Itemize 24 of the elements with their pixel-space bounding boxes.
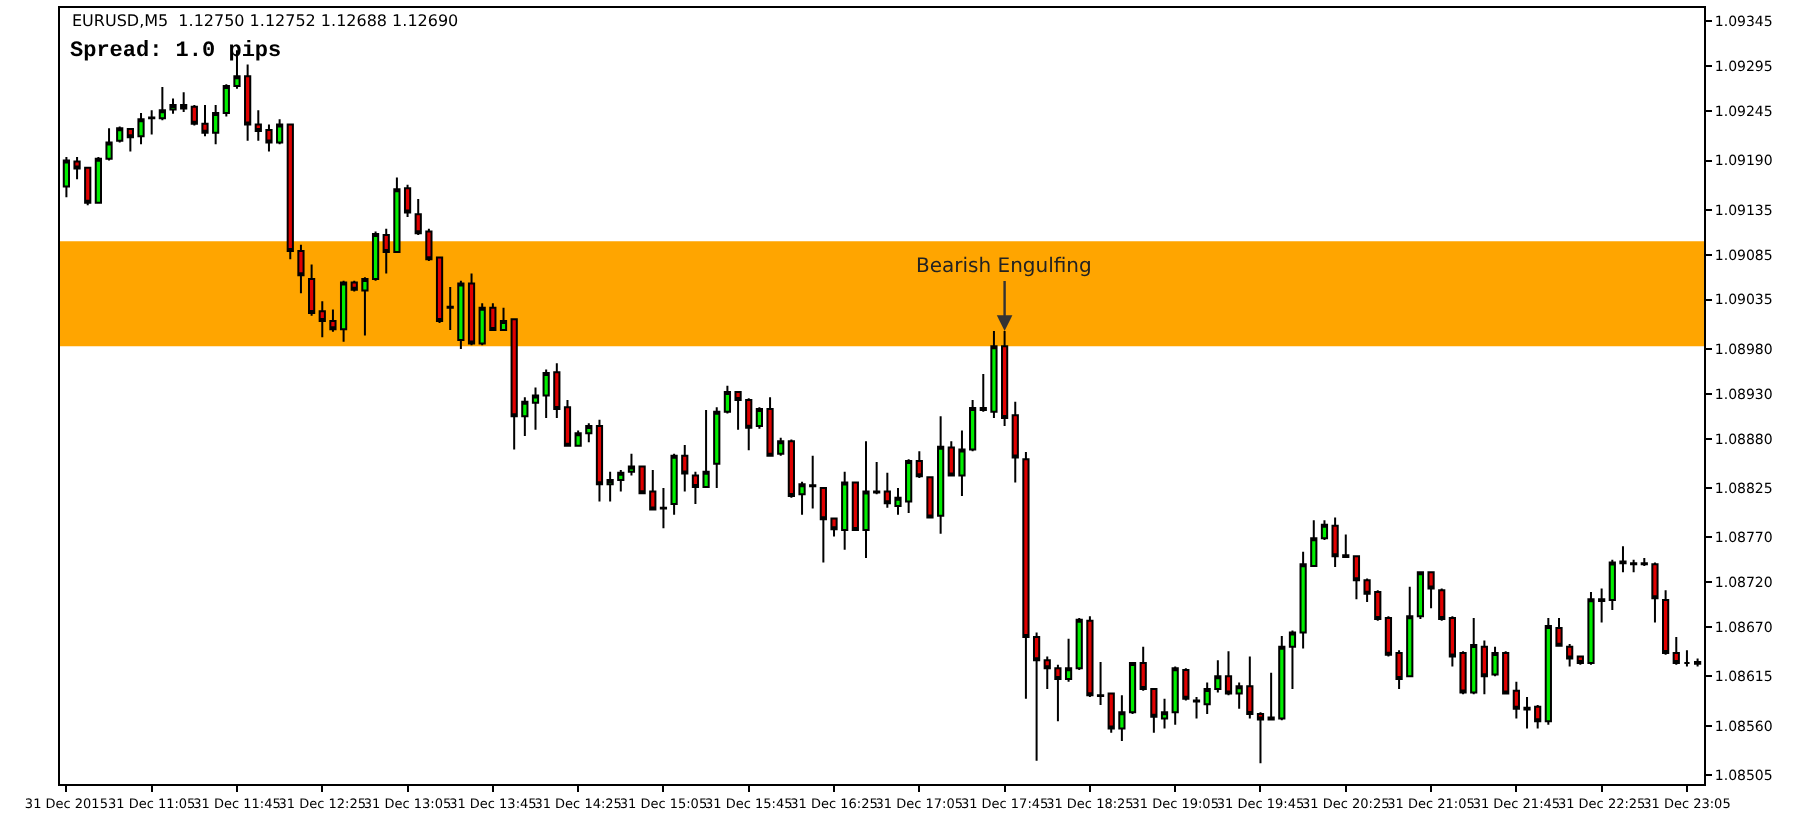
candlestick (627, 452, 636, 477)
candlestick (1672, 635, 1680, 666)
candlestick (1011, 400, 1019, 484)
candlestick (1192, 695, 1201, 720)
candlestick (1288, 629, 1297, 690)
candlestick (467, 272, 476, 347)
candlestick (499, 306, 508, 332)
candlestick (563, 399, 572, 448)
candlestick (659, 486, 668, 530)
candlestick (1256, 711, 1265, 765)
candlestick (116, 125, 124, 144)
candlestick (1683, 649, 1691, 668)
annotation: Bearish Engulfing (916, 256, 1092, 278)
text: Spread: 1.0 pips (70, 40, 282, 64)
candlestick (713, 406, 721, 489)
candlestick (1662, 589, 1670, 656)
candlestick (595, 418, 604, 503)
candlestick (531, 386, 540, 431)
candlestick (308, 263, 316, 317)
candlestick (1320, 519, 1329, 541)
candlestick (1438, 587, 1446, 622)
candlestick (1160, 697, 1169, 730)
candlestick (1224, 650, 1233, 697)
chart-title: EURUSD,M5 1.12750 1.12752 1.12688 1.12690 (72, 11, 459, 30)
